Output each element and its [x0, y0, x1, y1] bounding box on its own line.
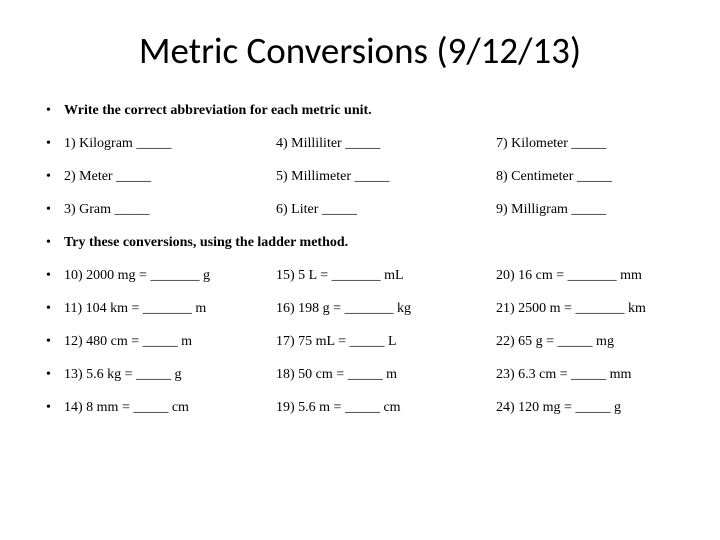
conv-cell: 12) 480 cm = _____ m	[64, 334, 276, 350]
bullet: •	[40, 235, 64, 251]
conv-cell: 23) 6.3 cm = _____ mm	[496, 367, 680, 383]
abbrev-cell: 3) Gram _____	[64, 202, 276, 218]
abbrev-cell: 1) Kilogram _____	[64, 136, 276, 152]
abbrev-row-2: • 2) Meter _____ 5) Millimeter _____ 8) …	[40, 169, 680, 185]
instruction-row-1: • Write the correct abbreviation for eac…	[40, 103, 680, 119]
conv-row-3: • 12) 480 cm = _____ m 17) 75 mL = _____…	[40, 334, 680, 350]
abbrev-cell: 5) Millimeter _____	[276, 169, 496, 185]
bullet: •	[40, 301, 64, 317]
conv-cell: 13) 5.6 kg = _____ g	[64, 367, 276, 383]
conv-row-5: • 14) 8 mm = _____ cm 19) 5.6 m = _____ …	[40, 400, 680, 416]
abbrev-cell: 4) Milliliter _____	[276, 136, 496, 152]
bullet: •	[40, 136, 64, 152]
conv-cell: 18) 50 cm = _____ m	[276, 367, 496, 383]
conv-cell: 15) 5 L = _______ mL	[276, 268, 496, 284]
abbrev-row-1: • 1) Kilogram _____ 4) Milliliter _____ …	[40, 136, 680, 152]
bullet: •	[40, 169, 64, 185]
abbrev-cell: 7) Kilometer _____	[496, 136, 680, 152]
abbrev-cell: 8) Centimeter _____	[496, 169, 680, 185]
conv-cell: 11) 104 km = _______ m	[64, 301, 276, 317]
conv-cell: 24) 120 mg = _____ g	[496, 400, 680, 416]
instruction-row-2: • Try these conversions, using the ladde…	[40, 235, 680, 251]
conv-cell: 19) 5.6 m = _____ cm	[276, 400, 496, 416]
conv-cell: 21) 2500 m = _______ km	[496, 301, 680, 317]
abbrev-cell: 2) Meter _____	[64, 169, 276, 185]
bullet: •	[40, 334, 64, 350]
bullet: •	[40, 202, 64, 218]
abbrev-cell: 6) Liter _____	[276, 202, 496, 218]
bullet: •	[40, 400, 64, 416]
page-title: Metric Conversions (9/12/13)	[40, 28, 680, 73]
conv-cell: 22) 65 g = _____ mg	[496, 334, 680, 350]
conv-cell: 14) 8 mm = _____ cm	[64, 400, 276, 416]
conv-cell: 20) 16 cm = _______ mm	[496, 268, 680, 284]
instruction-text-1: Write the correct abbreviation for each …	[64, 103, 680, 119]
conv-row-4: • 13) 5.6 kg = _____ g 18) 50 cm = _____…	[40, 367, 680, 383]
bullet: •	[40, 268, 64, 284]
conv-row-1: • 10) 2000 mg = _______ g 15) 5 L = ____…	[40, 268, 680, 284]
conv-cell: 17) 75 mL = _____ L	[276, 334, 496, 350]
abbrev-cell: 9) Milligram _____	[496, 202, 680, 218]
bullet: •	[40, 367, 64, 383]
conv-cell: 16) 198 g = _______ kg	[276, 301, 496, 317]
instruction-text-2: Try these conversions, using the ladder …	[64, 235, 680, 251]
abbrev-row-3: • 3) Gram _____ 6) Liter _____ 9) Millig…	[40, 202, 680, 218]
conv-cell: 10) 2000 mg = _______ g	[64, 268, 276, 284]
bullet: •	[40, 103, 64, 119]
conv-row-2: • 11) 104 km = _______ m 16) 198 g = ___…	[40, 301, 680, 317]
